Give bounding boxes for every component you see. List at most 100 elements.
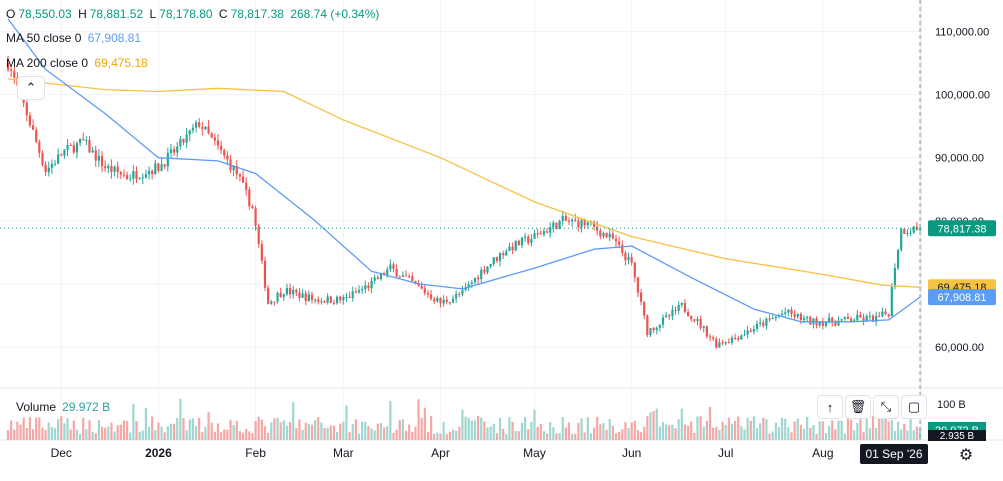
volume-bar [765, 419, 768, 440]
volume-bar [592, 427, 596, 440]
volume-bar [542, 431, 546, 440]
volume-bar [655, 408, 658, 440]
candle-body [862, 317, 865, 321]
scroll-up-button[interactable]: ↑ [817, 395, 843, 419]
candle-body [583, 219, 586, 226]
volume-bar [633, 420, 636, 440]
candle-body [693, 319, 696, 321]
candle-body [404, 275, 408, 277]
collapse-legend-button[interactable]: ⌃ [17, 76, 45, 100]
collapse-pane-button[interactable]: ⤡ [873, 395, 899, 419]
volume-bar [545, 433, 549, 440]
candle-body [464, 287, 467, 291]
volume-bar [166, 426, 169, 440]
volume-bar [502, 428, 505, 440]
volume-bar [868, 428, 871, 440]
volume-bar [75, 429, 79, 440]
candle-body [342, 297, 345, 301]
ma50-legend[interactable]: MA 50 close 0 67,908.81 [6, 31, 144, 45]
candle-body [201, 126, 204, 130]
volume-bar [599, 424, 602, 440]
candle-body [646, 315, 649, 336]
volume-bar [16, 421, 19, 440]
ma50-line [7, 18, 921, 323]
volume-bar [398, 420, 401, 440]
candle-body [555, 222, 558, 230]
volume-bar [78, 433, 82, 440]
candle-body [307, 294, 310, 301]
candle-body [564, 216, 567, 221]
volume-bar [796, 418, 799, 440]
volume-bar [467, 417, 470, 440]
last-price-badge: 78,817.38 [938, 223, 987, 235]
volume-bar [743, 429, 746, 440]
candle-body [655, 327, 658, 331]
delete-pane-button[interactable]: 🗑 [845, 395, 871, 419]
volume-bar [241, 432, 245, 440]
open-value: 78,550.03 [18, 7, 72, 21]
ma200-label: MA 200 close 0 [6, 56, 89, 70]
candle-body [727, 342, 730, 344]
gear-icon[interactable]: ⚙ [958, 447, 974, 464]
candle-body [821, 322, 824, 326]
volume-bar [335, 431, 339, 440]
grid-lines [0, 0, 1003, 441]
candle-body [492, 257, 495, 265]
time-tick-label: Dec [51, 446, 72, 460]
candle-body [238, 174, 242, 177]
volume-bar [144, 407, 147, 440]
candle-body [784, 312, 787, 314]
volume-bar [470, 420, 473, 440]
volume-bar [88, 420, 91, 440]
volume-bar [282, 420, 285, 440]
volume-bar [354, 419, 357, 440]
volume-bar [881, 416, 884, 440]
candle-body [683, 302, 687, 312]
volume-bar [583, 432, 586, 440]
volume-bar [379, 422, 383, 440]
volume-bar [41, 427, 44, 440]
candle-body [837, 320, 840, 326]
candle-body [110, 165, 113, 172]
candle-body [577, 220, 580, 228]
volume-bar [621, 429, 624, 440]
volume-bar [831, 420, 834, 440]
candle-body [442, 299, 445, 304]
volume-bar [301, 429, 304, 440]
candle-body [859, 314, 862, 318]
candle-body [232, 165, 235, 171]
volume-bar [517, 431, 520, 440]
candle-body [558, 220, 561, 230]
volume-bar [188, 419, 191, 440]
time-tick-label: Feb [245, 446, 266, 460]
volume-bar [473, 420, 477, 440]
volume-bar [47, 422, 50, 440]
ma50-badge-bg [928, 289, 996, 306]
volume-bar [768, 433, 771, 440]
ma200-legend[interactable]: MA 200 close 0 69,475.18 [6, 56, 151, 70]
volume-bar [549, 421, 552, 440]
volume-bar [834, 429, 837, 440]
volume-bar [116, 425, 119, 440]
candle-body [865, 315, 868, 321]
volume-bar [520, 422, 524, 440]
volume-bar [759, 423, 762, 440]
volume-bar [900, 429, 903, 440]
volume-bar [423, 407, 426, 440]
volume-bar [824, 433, 828, 440]
maximize-pane-button[interactable]: ▢ [901, 395, 927, 419]
volume-bar [198, 417, 201, 440]
ma200-value: 69,475.18 [94, 56, 148, 70]
candle-body [88, 140, 91, 153]
volume-bar [436, 432, 439, 440]
price-axis[interactable]: 110,000.00100,000.0090,000.0080,000.0060… [928, 27, 996, 442]
candle-body [733, 337, 737, 339]
time-axis[interactable]: Dec 2026 Feb Mar Apr May Jun Jul Aug 01 Sep '26 [51, 444, 928, 464]
volume-bar [135, 420, 138, 440]
volume-bar [658, 426, 661, 440]
volume-bar [539, 423, 542, 440]
volume-bar [288, 421, 292, 440]
candle-body [624, 252, 627, 261]
candle-body [151, 170, 154, 174]
